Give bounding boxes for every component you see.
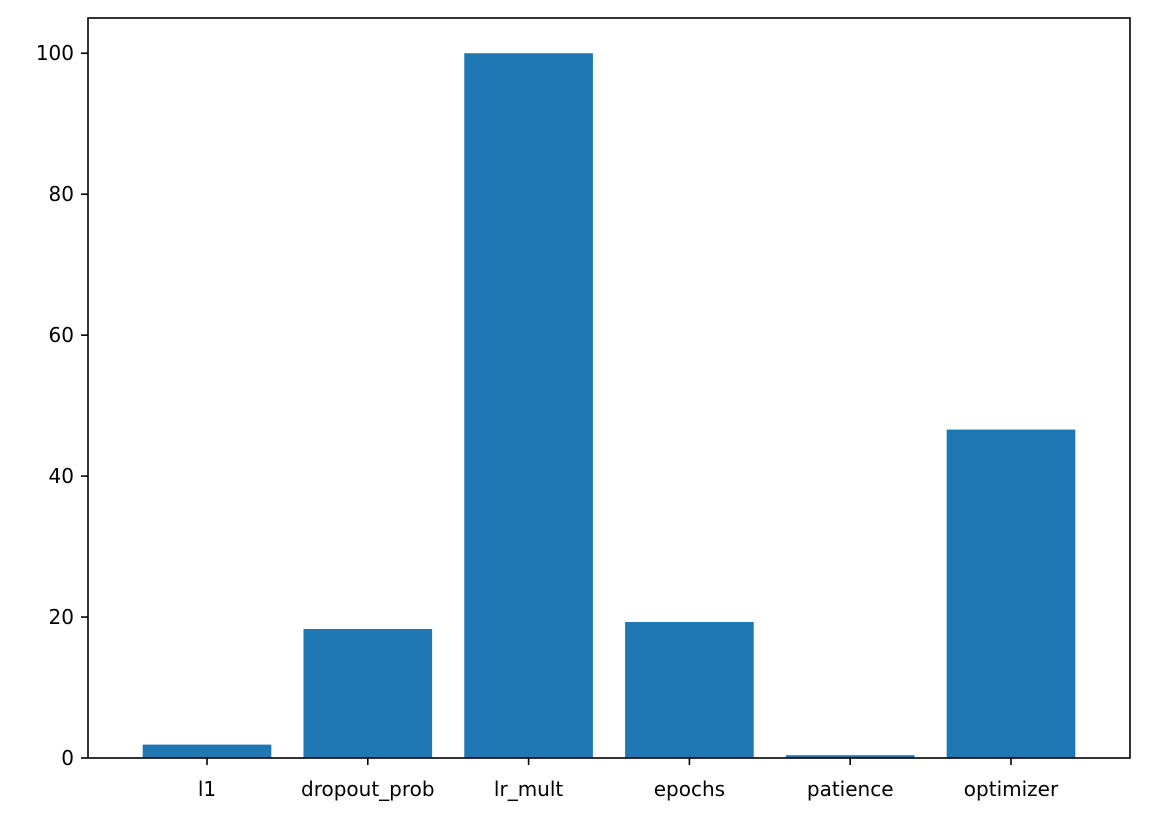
y-axis: 0 20 40 60 80 100: [36, 41, 88, 770]
x-tick-label: epochs: [654, 777, 725, 801]
x-tick-label: l1: [198, 777, 216, 801]
y-tick-label: 80: [49, 182, 74, 206]
x-axis: l1 dropout_prob lr_mult epochs patience optim…: [198, 758, 1059, 801]
y-tick-label: 60: [49, 323, 74, 347]
bar-l1: [142, 744, 272, 758]
x-tick-label: optimizer: [964, 777, 1059, 801]
y-tick-label: 20: [49, 605, 74, 629]
bar-optimizer: [946, 429, 1076, 758]
x-tick-label: dropout_prob: [301, 777, 435, 801]
y-tick-label: 0: [61, 746, 74, 770]
x-tick-label: lr_mult: [494, 777, 563, 801]
bar-patience: [785, 755, 915, 758]
plot-frame: [87, 17, 1131, 759]
y-tick-label: 100: [36, 41, 74, 65]
y-tick-label: 40: [49, 464, 74, 488]
bar-epochs: [625, 621, 754, 758]
bars-group: [142, 53, 1076, 758]
bar-dropout-prob: [303, 629, 433, 758]
x-tick-label: patience: [807, 777, 894, 801]
bar-lr-mult: [464, 53, 593, 758]
